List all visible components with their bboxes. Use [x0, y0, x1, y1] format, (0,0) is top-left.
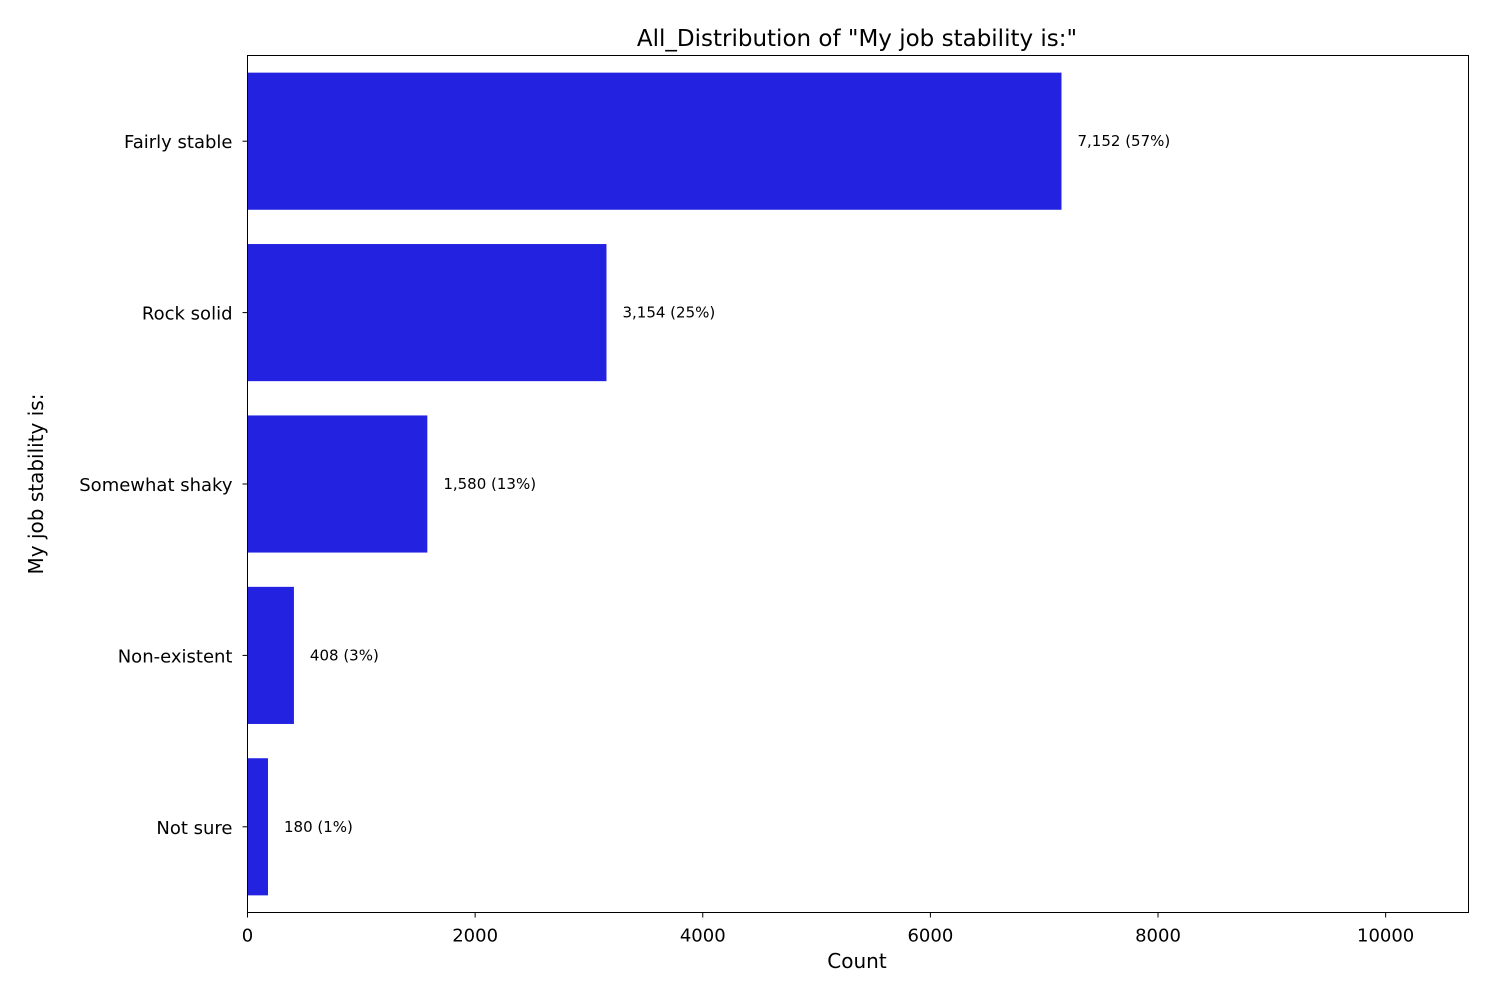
y-axis-title: My job stability is:: [24, 394, 48, 575]
x-axis: 0 2000 4000 6000 8000 10000: [242, 912, 1414, 947]
x-tick-label-6000: 6000: [907, 926, 953, 947]
data-label-non-existent: 408 (3%): [310, 646, 379, 664]
y-tick-label-somewhat-shaky: Somewhat shaky: [79, 475, 233, 496]
x-tick-label-2000: 2000: [452, 926, 498, 947]
bar-fairly-stable: [247, 72, 1062, 210]
x-tick-label-4000: 4000: [680, 926, 726, 947]
bars-group: [247, 72, 1062, 896]
data-label-rock-solid: 3,154 (25%): [622, 304, 715, 322]
data-label-somewhat-shaky: 1,580 (13%): [443, 475, 536, 493]
data-label-not-sure: 180 (1%): [284, 818, 353, 836]
data-labels-group: 7,152 (57%) 3,154 (25%) 1,580 (13%) 408 (3%…: [284, 132, 1170, 836]
data-label-fairly-stable: 7,152 (57%): [1078, 132, 1171, 150]
x-tick-label-8000: 8000: [1135, 926, 1181, 947]
bar-somewhat-shaky: [247, 415, 428, 553]
x-tick-label-10000: 10000: [1357, 926, 1414, 947]
y-tick-label-not-sure: Not sure: [156, 818, 232, 839]
bar-non-existent: [247, 586, 294, 724]
x-tick-label-0: 0: [242, 926, 253, 947]
y-tick-label-non-existent: Non-existent: [118, 646, 233, 667]
y-tick-label-fairly-stable: Fairly stable: [124, 132, 232, 153]
y-tick-label-rock-solid: Rock solid: [142, 304, 233, 325]
chart-title: All_Distribution of "My job stability is…: [637, 26, 1077, 52]
bar-not-sure: [247, 758, 268, 896]
plot-frame: [247, 55, 1469, 913]
y-axis: Fairly stable Rock solid Somewhat shaky Non…: [79, 132, 248, 839]
bar-rock-solid: [247, 244, 607, 382]
x-axis-title: Count: [827, 949, 887, 973]
